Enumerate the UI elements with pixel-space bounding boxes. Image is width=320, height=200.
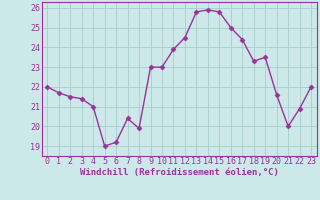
X-axis label: Windchill (Refroidissement éolien,°C): Windchill (Refroidissement éolien,°C)	[80, 168, 279, 177]
